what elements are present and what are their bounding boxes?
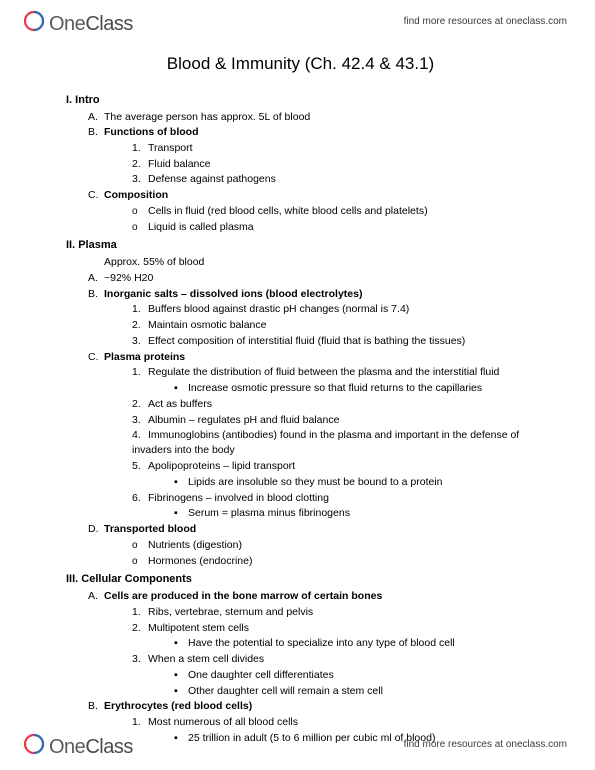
list-item: ▪Lipids are insoluble so they must be bo… [174, 475, 535, 490]
brand-logo-footer: OneClass [22, 729, 133, 762]
page-footer: OneClass find more resources at oneclass… [0, 723, 595, 770]
list-item: 2.Maintain osmotic balance [132, 318, 535, 333]
logo-icon [22, 732, 46, 756]
list-item: A.The average person has approx. 5L of b… [88, 110, 535, 125]
list-item: C.Plasma proteins [88, 350, 535, 365]
list-item: 3.When a stem cell divides [132, 652, 535, 667]
list-item: ▪One daughter cell differentiates [174, 668, 535, 683]
footer-resources-link[interactable]: find more resources at oneclass.com [404, 738, 567, 753]
list-item: 1.Transport [132, 141, 535, 156]
list-item: 6.Fibrinogens – involved in blood clotti… [132, 491, 535, 506]
list-item: D.Transported blood [88, 522, 535, 537]
list-item: 1.Regulate the distribution of fluid bet… [132, 365, 535, 380]
list-item: ▪Other daughter cell will remain a stem … [174, 684, 535, 699]
section-plasma-heading: II. Plasma [66, 238, 535, 254]
logo-text-one: One [49, 733, 85, 762]
page-title: Blood & Immunity (Ch. 42.4 & 43.1) [66, 52, 535, 77]
list-item: 2.Act as buffers [132, 397, 535, 412]
list-item: 5.Apolipoproteins – lipid transport [132, 459, 535, 474]
brand-logo: OneClass [22, 6, 133, 39]
logo-icon [22, 9, 46, 33]
list-item: B.Functions of blood [88, 125, 535, 140]
list-item: oLiquid is called plasma [132, 220, 535, 236]
list-item: 4.Immunoglobins (antibodies) found in th… [132, 428, 535, 458]
logo-text-class: Class [85, 733, 133, 762]
logo-text-class: Class [85, 10, 133, 39]
list-item: ▪Have the potential to specialize into a… [174, 636, 535, 651]
list-item: 3.Albumin – regulates pH and fluid balan… [132, 413, 535, 428]
list-item: B.Erythrocytes (red blood cells) [88, 699, 535, 714]
list-item: B.Inorganic salts – dissolved ions (bloo… [88, 287, 535, 302]
list-item: A.~92% H20 [88, 271, 535, 286]
list-item: 3.Defense against pathogens [132, 172, 535, 187]
list-item: Approx. 55% of blood [88, 255, 535, 270]
list-item: oNutrients (digestion) [132, 538, 535, 554]
section-cellular-heading: III. Cellular Components [66, 572, 535, 588]
list-item: oCells in fluid (red blood cells, white … [132, 204, 535, 220]
list-item: 1.Ribs, vertebrae, sternum and pelvis [132, 605, 535, 620]
header-resources-link[interactable]: find more resources at oneclass.com [404, 15, 567, 30]
section-intro-heading: I. Intro [66, 93, 535, 109]
list-item: 3.Effect composition of interstitial flu… [132, 334, 535, 349]
list-item: 2.Fluid balance [132, 157, 535, 172]
page-header: OneClass find more resources at oneclass… [0, 0, 595, 41]
document-body: Blood & Immunity (Ch. 42.4 & 43.1) I. In… [66, 46, 535, 746]
list-item: ▪Serum = plasma minus fibrinogens [174, 506, 535, 521]
list-item: C.Composition [88, 188, 535, 203]
list-item: 2.Multipotent stem cells [132, 621, 535, 636]
list-item: oHormones (endocrine) [132, 554, 535, 570]
list-item: ▪Increase osmotic pressure so that fluid… [174, 381, 535, 396]
logo-text-one: One [49, 10, 85, 39]
list-item: A.Cells are produced in the bone marrow … [88, 589, 535, 604]
list-item: 1.Buffers blood against drastic pH chang… [132, 302, 535, 317]
